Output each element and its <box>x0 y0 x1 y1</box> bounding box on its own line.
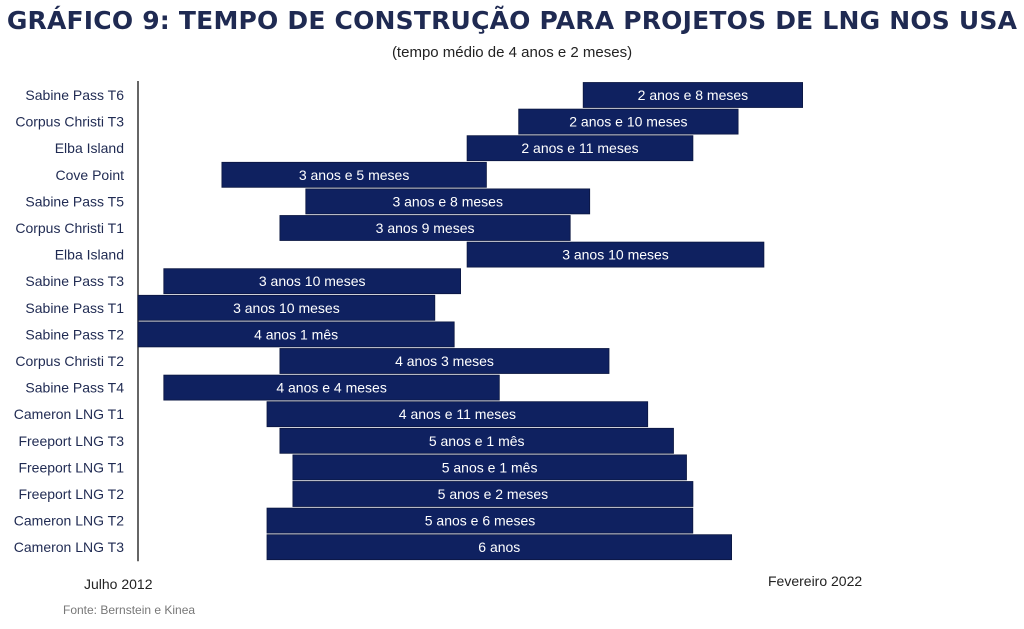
bar-duration-label: 6 anos <box>478 539 520 555</box>
duration-bar <box>292 454 687 481</box>
bar-duration-label: 4 anos 3 meses <box>395 353 494 369</box>
bar-duration-label: 4 anos 1 mês <box>254 326 338 342</box>
duration-bar <box>279 427 674 454</box>
bar-duration-label: 3 anos 9 meses <box>376 220 475 236</box>
duration-bar <box>221 161 487 188</box>
bar-duration-label: 3 anos e 8 meses <box>392 193 503 209</box>
category-label: Cameron LNG T1 <box>14 406 124 422</box>
bar-duration-label: 4 anos e 11 meses <box>399 406 516 422</box>
bar-duration-label: 5 anos e 6 meses <box>425 513 536 529</box>
duration-bar <box>466 135 694 162</box>
bar-duration-label: 2 anos e 8 meses <box>638 87 749 103</box>
duration-bar <box>279 348 610 374</box>
bar-duration-label: 4 anos e 4 meses <box>276 380 387 396</box>
category-label: Cameron LNG T3 <box>14 539 124 555</box>
category-label: Elba Island <box>55 247 124 263</box>
category-label: Corpus Christi T1 <box>15 220 124 236</box>
bar-duration-label: 5 anos e 2 meses <box>438 486 549 502</box>
bar-duration-label: 2 anos e 10 meses <box>569 114 687 130</box>
duration-bar <box>292 481 694 507</box>
category-label: Freeport LNG T1 <box>18 459 124 475</box>
duration-bar <box>582 82 804 108</box>
category-label: Sabine Pass T3 <box>25 273 124 289</box>
category-label: Corpus Christi T3 <box>15 114 124 130</box>
category-label: Cameron LNG T2 <box>14 513 124 529</box>
category-label: Sabine Pass T1 <box>25 300 124 316</box>
x-axis-end-label: Fevereiro 2022 <box>768 573 863 589</box>
bar-duration-label: 3 anos 10 meses <box>259 273 366 289</box>
category-label: Corpus Christi T2 <box>15 353 124 369</box>
category-label: Elba Island <box>55 140 124 156</box>
source-note: Fonte: Bernstein e Kinea <box>63 603 196 617</box>
category-label: Sabine Pass T5 <box>25 193 124 209</box>
category-label: Freeport LNG T2 <box>18 486 124 502</box>
duration-bar <box>163 268 461 295</box>
duration-bar <box>137 294 436 321</box>
bar-duration-label: 3 anos 10 meses <box>233 300 340 316</box>
chart-title: GRÁFICO 9: TEMPO DE CONSTRUÇÃO PARA PROJ… <box>6 6 1018 35</box>
category-label: Cove Point <box>56 167 125 183</box>
bar-duration-label: 5 anos e 1 mês <box>429 433 525 449</box>
x-axis-start-label: Julho 2012 <box>84 576 153 592</box>
duration-bar <box>466 241 765 268</box>
category-label: Sabine Pass T4 <box>25 380 124 396</box>
category-label: Freeport LNG T3 <box>18 433 124 449</box>
bar-duration-label: 2 anos e 11 meses <box>521 140 638 156</box>
category-label: Sabine Pass T2 <box>25 326 124 342</box>
duration-bar <box>279 215 571 241</box>
duration-bar <box>305 188 591 215</box>
bar-duration-label: 3 anos 10 meses <box>562 247 669 263</box>
chart-subtitle: (tempo médio de 4 anos e 2 meses) <box>391 44 633 61</box>
duration-bar <box>163 374 500 401</box>
duration-bar <box>266 401 649 428</box>
duration-bar <box>266 534 733 561</box>
category-label: Sabine Pass T6 <box>25 87 124 103</box>
duration-bar <box>518 108 739 135</box>
duration-bar <box>137 321 455 348</box>
bar-duration-label: 5 anos e 1 mês <box>442 459 538 475</box>
duration-bar <box>266 507 694 534</box>
bar-duration-label: 3 anos e 5 meses <box>299 167 410 183</box>
